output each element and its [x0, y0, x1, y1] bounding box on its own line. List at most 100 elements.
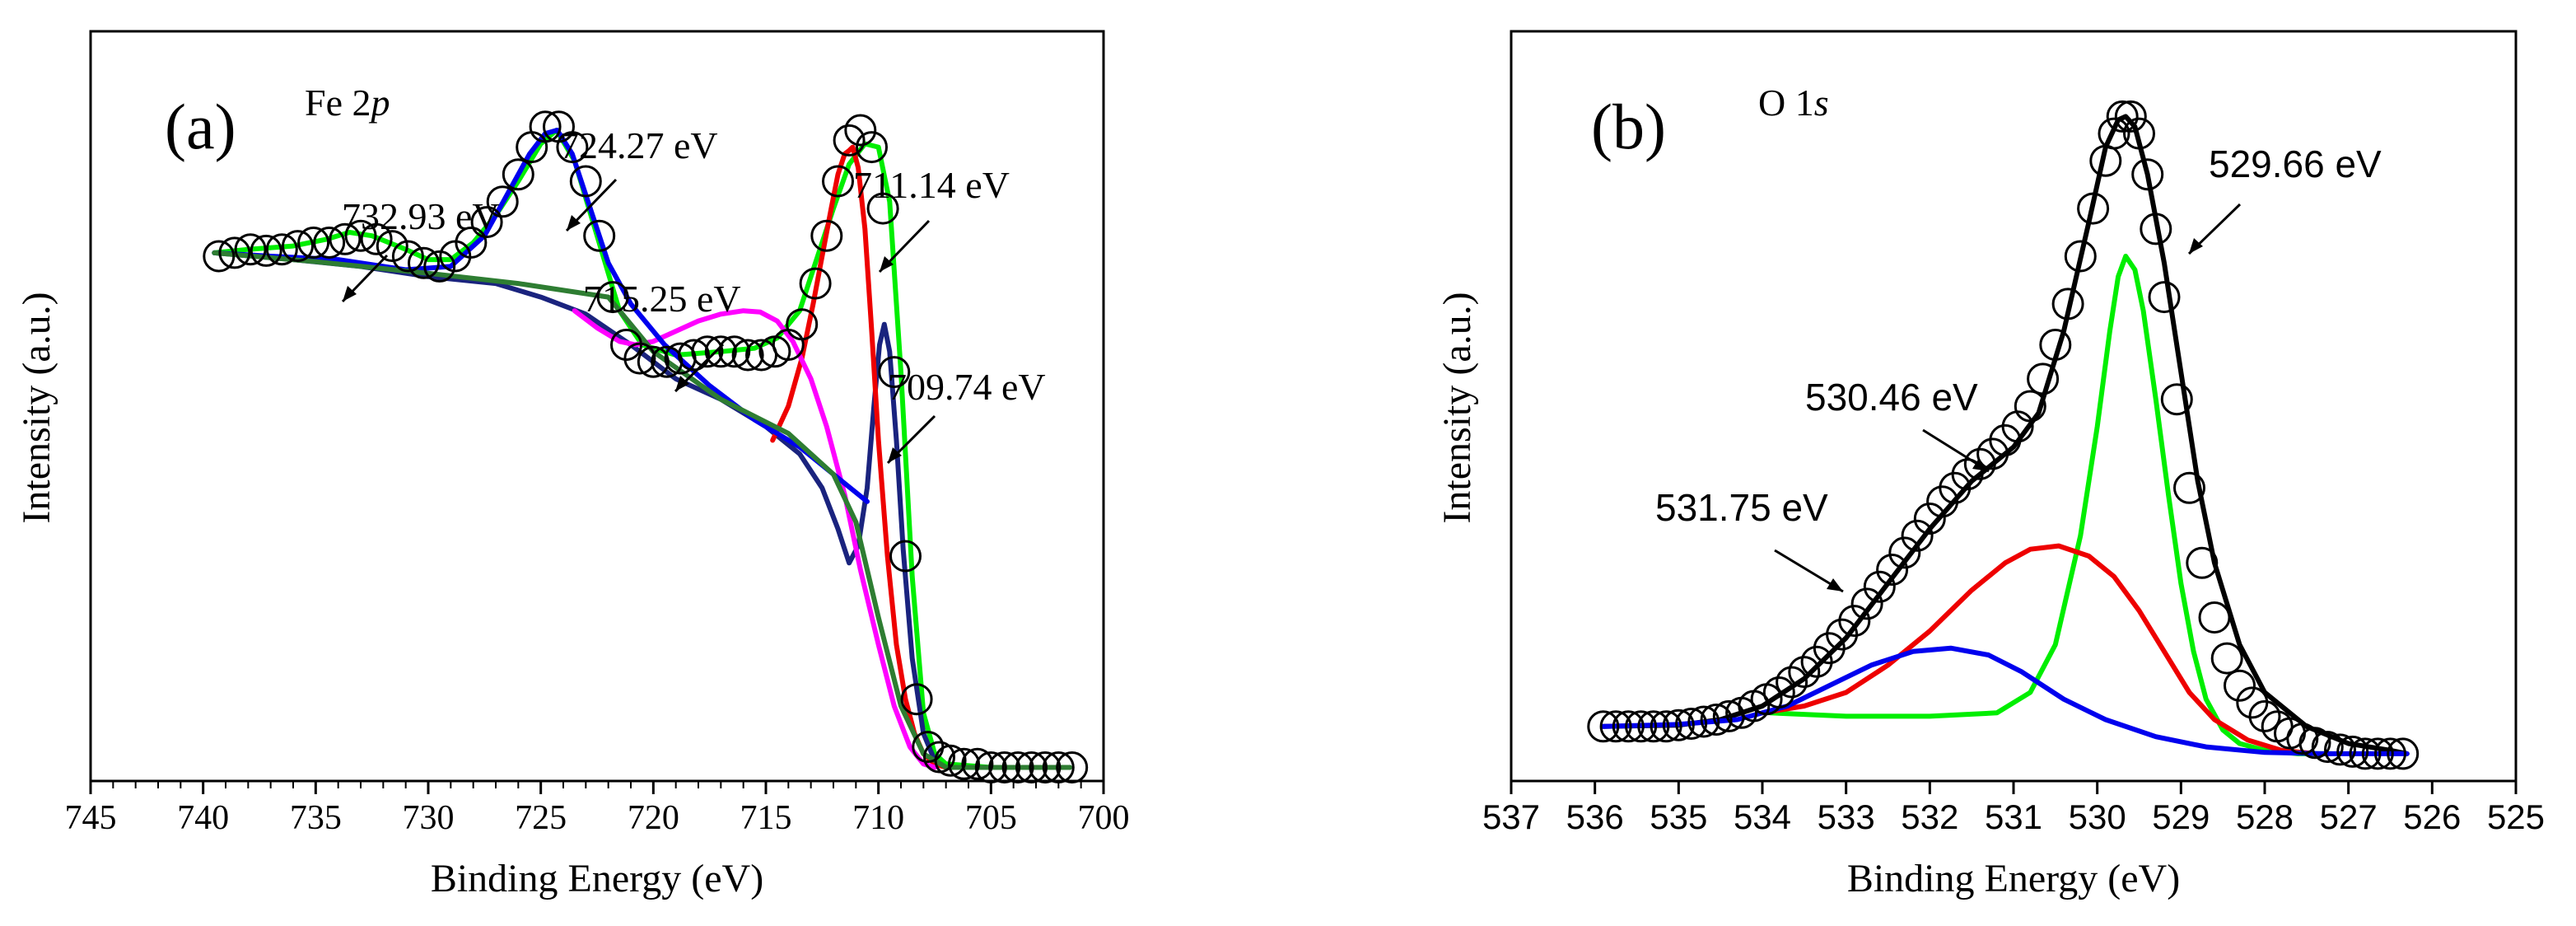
- data-point: [1056, 751, 1089, 783]
- annotation-arrows: [1774, 203, 2242, 593]
- series-fe2-peak-709-74-ev: [212, 250, 1072, 770]
- x-tick-label: 735: [290, 799, 342, 837]
- data-point: [786, 308, 819, 341]
- x-tick-label: 730: [403, 799, 455, 837]
- x-tick-label: 527: [2320, 797, 2378, 836]
- arrowhead-724-27: [567, 215, 581, 231]
- annotation-label: 724.27 eV: [560, 124, 718, 166]
- data-point: [2186, 546, 2219, 579]
- arrowhead-711-14: [880, 256, 894, 272]
- panel-label: (b): [1591, 91, 1666, 162]
- x-tick-label: 525: [2487, 797, 2545, 836]
- x-tick-label: 532: [1901, 797, 1958, 836]
- annotation-label: 732.93 eV: [342, 195, 500, 237]
- data-point: [718, 335, 751, 368]
- annotation-label: 531.75 eV: [1655, 486, 1828, 529]
- data-point: [2014, 390, 2046, 423]
- data-point: [948, 747, 980, 780]
- data-point: [2324, 733, 2356, 766]
- data-point: [2123, 117, 2155, 150]
- data-point: [2311, 731, 2344, 764]
- data-point: [569, 165, 602, 198]
- data-point: [2224, 669, 2256, 702]
- data-point: [637, 345, 670, 378]
- annotation-label: 529.66 eV: [2209, 143, 2382, 185]
- data-point: [2106, 100, 2139, 133]
- y-axis-title: Intensity (a.u.): [1435, 292, 1479, 523]
- data-point: [866, 192, 899, 225]
- data-point: [1042, 751, 1075, 783]
- data-point: [1687, 705, 1720, 738]
- data-point: [2051, 288, 2084, 320]
- arrowhead-531-75: [1827, 578, 1843, 592]
- data-point: [470, 206, 503, 239]
- data-point: [297, 227, 330, 259]
- data-point: [2173, 471, 2205, 504]
- data-point: [1776, 666, 1808, 699]
- data-point: [1612, 710, 1645, 743]
- x-tick-label: 536: [1566, 797, 1624, 836]
- data-point: [2077, 192, 2110, 225]
- series-lattice-o-529-66-ev: [1768, 254, 2335, 756]
- data-point: [2336, 735, 2369, 768]
- data-point: [1888, 536, 1921, 569]
- data-point: [678, 339, 710, 372]
- annotation-label: 711.14 eV: [853, 164, 1010, 206]
- x-tick-label: 700: [1078, 799, 1130, 837]
- data-point: [1901, 519, 1934, 552]
- data-point: [934, 744, 967, 777]
- data-point: [1015, 751, 1048, 783]
- series-group: [203, 110, 1089, 783]
- x-tick-label: 745: [65, 799, 117, 837]
- x-tick-label: 740: [177, 799, 229, 837]
- chart-panel-a: 745 740 735 730 725 720 715 710 705 700 (a) Fe 2p…: [15, 30, 1130, 900]
- data-point: [486, 185, 519, 218]
- series-adsorbed-o-531-75-ev: [1600, 645, 2410, 756]
- series-envelope-fit: [1600, 114, 2410, 756]
- data-point: [1963, 447, 1996, 480]
- data-point: [2286, 723, 2319, 755]
- data-point: [344, 219, 377, 252]
- data-point: [265, 233, 298, 266]
- data-point: [988, 751, 1021, 783]
- data-point: [1951, 458, 1984, 491]
- data-point: [1762, 676, 1795, 709]
- series-oxygen-vacancy-530-46-ev: [1760, 543, 2317, 756]
- data-point: [2131, 158, 2164, 191]
- data-point: [1029, 751, 1062, 783]
- data-point: [961, 747, 994, 780]
- x-tick-label: 529: [2152, 797, 2210, 836]
- data-point: [218, 236, 251, 269]
- data-point: [1700, 704, 1733, 736]
- x-axis-tick-labels: 537 536 535 534 533 532 531 530 529 528 527 526 525: [1482, 797, 2545, 836]
- plot-frame: [89, 30, 1105, 783]
- x-tick-label: 530: [2069, 797, 2126, 836]
- panel-title: O 1s: [1758, 82, 1829, 124]
- data-point: [2114, 100, 2147, 133]
- data-point: [691, 335, 724, 368]
- data-point: [360, 222, 393, 255]
- arrowhead-709-74: [888, 447, 902, 463]
- data-point: [2374, 737, 2406, 770]
- data-point: [329, 222, 362, 255]
- data-point: [1587, 710, 1620, 743]
- x-tick-label: 720: [628, 799, 679, 837]
- data-point: [974, 751, 1007, 783]
- data-point: [878, 356, 911, 389]
- data-point: [1838, 605, 1871, 638]
- data-point: [529, 110, 562, 143]
- data-point: [1662, 709, 1695, 741]
- series-background: [212, 250, 1072, 770]
- annotation-arrows: [341, 178, 936, 465]
- data-point: [596, 281, 629, 314]
- data-point: [1675, 708, 1708, 740]
- x-tick-label: 531: [1985, 797, 2042, 836]
- x-tick-label: 725: [515, 799, 567, 837]
- arrowhead-530-46: [1972, 458, 1989, 471]
- x-tick-label: 528: [2236, 797, 2294, 836]
- x-tick-label: 710: [852, 799, 904, 837]
- data-point: [2148, 281, 2181, 314]
- annotation-label: 709.74 eV: [888, 366, 1046, 408]
- data-point: [1599, 710, 1632, 743]
